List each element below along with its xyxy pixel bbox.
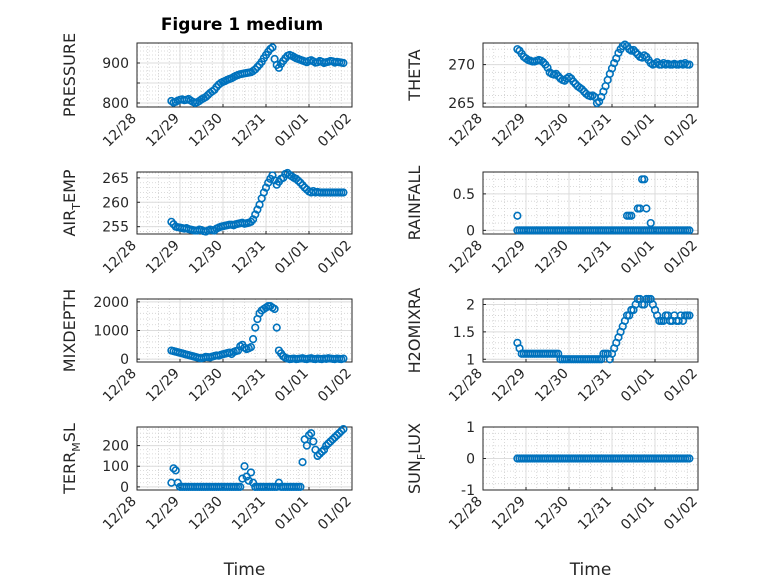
data-point [332, 431, 342, 440]
data-point [169, 464, 178, 473]
axes-frame [136, 426, 353, 491]
data-point [328, 435, 337, 444]
data-point [640, 175, 649, 184]
data-point [270, 304, 279, 314]
y-axis-label: RAINFALL [405, 166, 424, 241]
y-tick-label: 1000 [93, 324, 129, 340]
y-tick-label: 0 [120, 352, 129, 368]
data-point [685, 226, 694, 235]
y-tick-label: 1 [466, 420, 475, 436]
data-point [304, 431, 314, 440]
y-axis-label: TERRMSL [60, 423, 83, 495]
y-axis-label: H2OMIXRA [405, 288, 424, 374]
y-tick-label: 270 [448, 58, 475, 74]
data-point [249, 334, 258, 344]
y-tick-label: 0 [120, 480, 129, 496]
data-point [236, 482, 245, 492]
data-point [324, 439, 333, 448]
y-tick-label: 265 [102, 171, 129, 187]
y-tick-label: 2000 [93, 295, 129, 311]
data-point [242, 472, 251, 481]
data-point [294, 176, 303, 185]
data-point [249, 478, 258, 487]
data-point [337, 427, 346, 436]
y-tick-label: 800 [102, 96, 129, 112]
data-point [298, 458, 307, 467]
data-point [307, 429, 316, 438]
x-axis-label: Time [223, 560, 266, 580]
y-tick-label: 900 [102, 56, 129, 72]
data-point [627, 211, 636, 220]
data-point [274, 63, 284, 72]
data-point [594, 97, 604, 106]
data-point [513, 211, 522, 220]
data-point [629, 45, 638, 55]
y-tick-label: 0 [466, 223, 475, 239]
data-point [335, 429, 344, 438]
y-tick-label: 100 [102, 459, 129, 475]
data-point [302, 441, 311, 450]
y-axis-label: MIXDEPTH [60, 289, 79, 372]
y-axis-label: SUNFLUX [405, 423, 428, 494]
data-point [201, 92, 210, 102]
data-point [646, 218, 655, 228]
data-point [551, 69, 561, 78]
data-point [244, 476, 253, 485]
data-point [543, 63, 552, 72]
data-point [339, 354, 348, 363]
data-point [577, 85, 587, 94]
data-point [251, 323, 260, 332]
data-point [539, 58, 548, 67]
y-tick-label: 2 [466, 297, 475, 313]
data-point [685, 60, 694, 69]
y-tick-label: 255 [102, 220, 129, 236]
y-tick-label: 0 [466, 452, 475, 468]
data-point [233, 346, 243, 355]
data-point [322, 441, 331, 450]
data-point [309, 437, 318, 446]
y-axis-label: THETA [405, 49, 424, 101]
data-point [268, 43, 277, 52]
y-tick-label: 1 [466, 352, 475, 368]
y-tick-label: 1.5 [453, 325, 475, 341]
figure-title: Figure 1 medium [161, 15, 323, 35]
data-point [171, 466, 180, 475]
data-point [240, 462, 249, 471]
y-tick-label: 265 [448, 96, 475, 112]
y-tick-label: 200 [102, 439, 129, 455]
data-point [296, 482, 305, 492]
axes-frame [136, 171, 353, 235]
data-point [319, 445, 329, 454]
data-point [685, 454, 694, 463]
data-point [246, 343, 256, 352]
y-tick-label: 0.5 [453, 187, 475, 203]
data-point [326, 437, 335, 446]
data-point [317, 447, 327, 456]
data-point [339, 58, 348, 68]
data-point [339, 424, 348, 434]
data-point [631, 48, 640, 57]
data-point [313, 451, 322, 461]
data-point [246, 468, 256, 477]
axes-frame [136, 42, 353, 108]
x-axis-label: Time [569, 560, 612, 580]
y-tick-label: -1 [461, 483, 475, 499]
y-axis-label: PRESSURE [60, 33, 79, 117]
data-point [610, 58, 619, 68]
y-axis-label: AIRTEMP [60, 169, 83, 236]
axes-frame [482, 42, 699, 108]
data-point [315, 449, 324, 458]
data-point [339, 188, 348, 197]
data-point [642, 204, 651, 213]
data-point [330, 433, 339, 442]
data-point [173, 478, 182, 487]
y-tick-label: 260 [102, 195, 129, 211]
data-point [685, 311, 694, 320]
data-point [272, 323, 281, 332]
data-point [569, 77, 578, 86]
data-point [274, 478, 284, 487]
